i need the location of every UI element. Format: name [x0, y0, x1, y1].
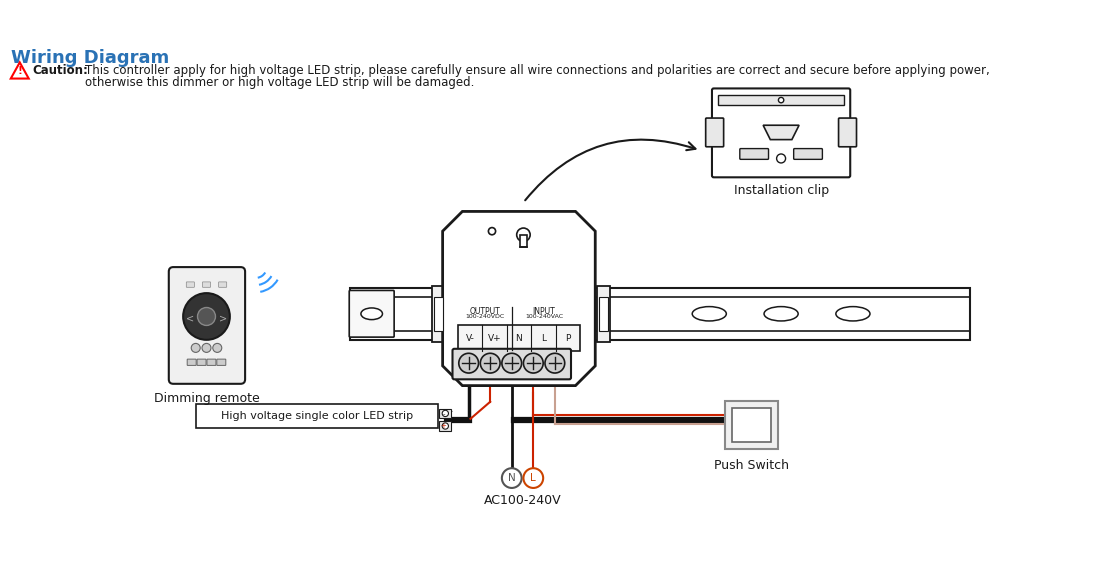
- Text: L: L: [541, 333, 546, 343]
- Text: L: L: [530, 473, 537, 483]
- Text: INPUT: INPUT: [532, 308, 556, 316]
- FancyBboxPatch shape: [458, 325, 580, 351]
- Text: AC100-240V: AC100-240V: [484, 494, 561, 507]
- Text: Wiring Diagram: Wiring Diagram: [11, 49, 169, 67]
- FancyBboxPatch shape: [434, 297, 443, 331]
- Circle shape: [458, 353, 479, 373]
- FancyArrowPatch shape: [525, 140, 695, 200]
- FancyBboxPatch shape: [432, 286, 445, 341]
- Text: V-: V-: [466, 333, 474, 343]
- FancyBboxPatch shape: [219, 282, 227, 287]
- FancyBboxPatch shape: [520, 235, 527, 247]
- FancyBboxPatch shape: [794, 148, 823, 159]
- FancyBboxPatch shape: [349, 291, 395, 337]
- Text: OUTPUT: OUTPUT: [470, 308, 500, 316]
- Text: Dimming remote: Dimming remote: [153, 392, 259, 405]
- Polygon shape: [11, 62, 29, 79]
- Circle shape: [517, 228, 530, 242]
- FancyBboxPatch shape: [724, 401, 778, 449]
- Circle shape: [502, 353, 522, 373]
- FancyBboxPatch shape: [718, 95, 844, 106]
- Text: Installation clip: Installation clip: [733, 184, 828, 196]
- Polygon shape: [443, 211, 595, 385]
- FancyBboxPatch shape: [217, 359, 226, 365]
- Text: 100-240VAC: 100-240VAC: [525, 314, 563, 319]
- FancyBboxPatch shape: [207, 359, 216, 365]
- Ellipse shape: [764, 307, 798, 321]
- Circle shape: [489, 228, 495, 235]
- Circle shape: [777, 154, 786, 163]
- Text: V+: V+: [487, 333, 501, 343]
- Circle shape: [183, 293, 230, 340]
- Circle shape: [523, 468, 543, 488]
- Circle shape: [443, 423, 448, 429]
- Text: !: !: [17, 66, 22, 76]
- FancyBboxPatch shape: [439, 421, 452, 431]
- Text: otherwise this dimmer or high voltage LED strip will be damaged.: otherwise this dimmer or high voltage LE…: [85, 76, 475, 89]
- FancyBboxPatch shape: [453, 349, 571, 379]
- Circle shape: [198, 308, 216, 325]
- Ellipse shape: [836, 307, 870, 321]
- Text: 100-240VDC: 100-240VDC: [465, 314, 504, 319]
- FancyBboxPatch shape: [187, 282, 195, 287]
- Text: <: <: [187, 313, 195, 323]
- Circle shape: [212, 343, 221, 352]
- Ellipse shape: [692, 307, 727, 321]
- Text: N: N: [508, 473, 515, 483]
- Text: >: >: [219, 313, 227, 323]
- FancyBboxPatch shape: [599, 297, 608, 331]
- Circle shape: [502, 468, 522, 488]
- Circle shape: [523, 353, 543, 373]
- Circle shape: [202, 343, 211, 352]
- Text: -: -: [443, 411, 445, 417]
- Circle shape: [544, 353, 565, 373]
- FancyBboxPatch shape: [202, 282, 210, 287]
- Polygon shape: [764, 125, 799, 139]
- Text: This controller apply for high voltage LED strip, please carefully ensure all wi: This controller apply for high voltage L…: [85, 64, 991, 77]
- FancyBboxPatch shape: [740, 148, 768, 159]
- FancyBboxPatch shape: [187, 359, 196, 365]
- Text: N: N: [515, 333, 522, 343]
- FancyBboxPatch shape: [196, 404, 438, 428]
- Text: High voltage single color LED strip: High voltage single color LED strip: [221, 411, 413, 421]
- Text: Caution:: Caution:: [32, 64, 88, 77]
- FancyBboxPatch shape: [197, 359, 206, 365]
- Circle shape: [778, 98, 784, 103]
- Circle shape: [443, 411, 448, 417]
- FancyBboxPatch shape: [439, 408, 452, 419]
- Circle shape: [481, 353, 500, 373]
- Text: +: +: [440, 424, 446, 429]
- Text: P: P: [565, 333, 570, 343]
- Circle shape: [191, 343, 200, 352]
- FancyBboxPatch shape: [731, 408, 771, 442]
- Text: Push Switch: Push Switch: [714, 459, 789, 472]
- FancyBboxPatch shape: [169, 267, 245, 384]
- FancyBboxPatch shape: [712, 89, 850, 178]
- FancyBboxPatch shape: [597, 286, 609, 341]
- FancyBboxPatch shape: [838, 118, 856, 147]
- FancyBboxPatch shape: [350, 288, 969, 340]
- Ellipse shape: [361, 308, 382, 320]
- FancyBboxPatch shape: [705, 118, 723, 147]
